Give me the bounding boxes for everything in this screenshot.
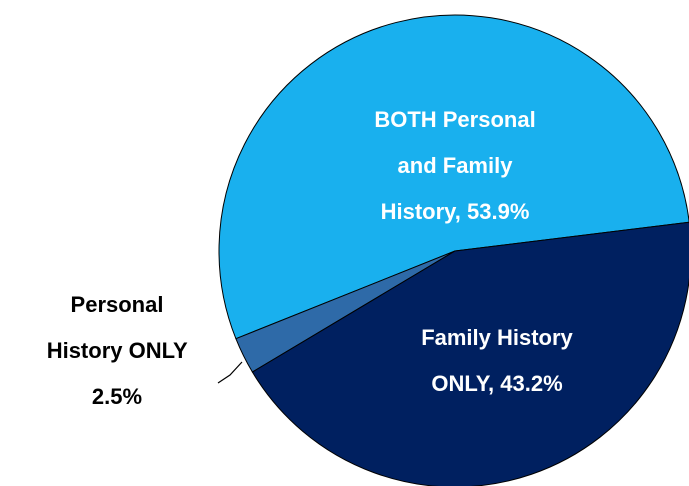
pie-slice [251,221,689,486]
value-label: 43.2% [500,371,563,396]
value-label: 53.9% [467,199,530,224]
slice-label: BOTH Personal and Family History, 53.9% [355,97,555,235]
value-label: 2.5% [91,384,143,409]
category-label: Personal History ONLY [46,292,188,363]
leader-line [217,361,243,384]
pie-slice [218,14,689,340]
slice-label: Family History ONLY, 43.2% [397,315,597,407]
slice-label: Personal History ONLY 2.5% [32,282,202,420]
category-label: Family History ONLY, [421,325,573,396]
category-label: BOTH Personal and Family History, [374,107,536,224]
